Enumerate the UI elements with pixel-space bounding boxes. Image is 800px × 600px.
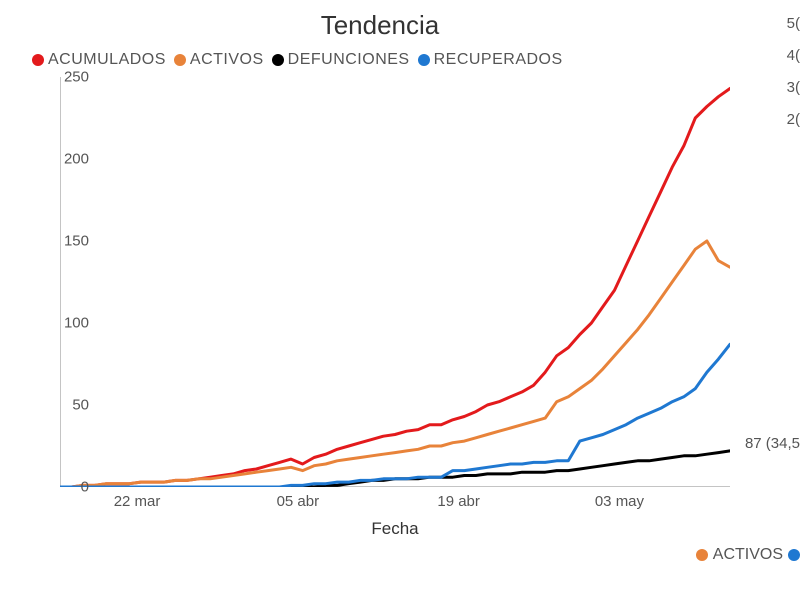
chart-title: Tendencia <box>20 10 740 41</box>
legend-label: DEFUNCIONES <box>288 51 410 69</box>
chart-plot-area: 050100150200250 22 mar05 abr19 abr03 may… <box>60 77 730 487</box>
side-numbers-cropped: 5(4(3(2( <box>787 10 800 138</box>
side-snippet-cropped: 87 (34,5 <box>745 435 800 452</box>
legend-dot-icon <box>174 54 186 66</box>
legend-item: ACUMULADOS <box>32 51 166 69</box>
chart-legend: ACUMULADOS ACTIVOS DEFUNCIONES RECUPERADOS <box>32 51 740 69</box>
side-legend-label: ACTIVOS <box>713 546 783 564</box>
x-axis-labels: 22 mar05 abr19 abr03 may <box>60 493 730 513</box>
legend-item: ACTIVOS <box>174 51 264 69</box>
legend-dot-icon <box>418 54 430 66</box>
legend-dot-icon <box>696 549 708 561</box>
legend-dot-icon <box>32 54 44 66</box>
legend-dot-icon <box>788 549 800 561</box>
legend-label: ACTIVOS <box>190 51 264 69</box>
x-axis-title: Fecha <box>371 519 418 539</box>
legend-dot-icon <box>272 54 284 66</box>
side-legend-cropped: ACTIVOS <box>696 546 800 564</box>
legend-item: RECUPERADOS <box>418 51 563 69</box>
legend-label: RECUPERADOS <box>434 51 563 69</box>
legend-label: ACUMULADOS <box>48 51 166 69</box>
y-axis-labels: 050100150200250 <box>55 77 95 487</box>
legend-item: DEFUNCIONES <box>272 51 410 69</box>
